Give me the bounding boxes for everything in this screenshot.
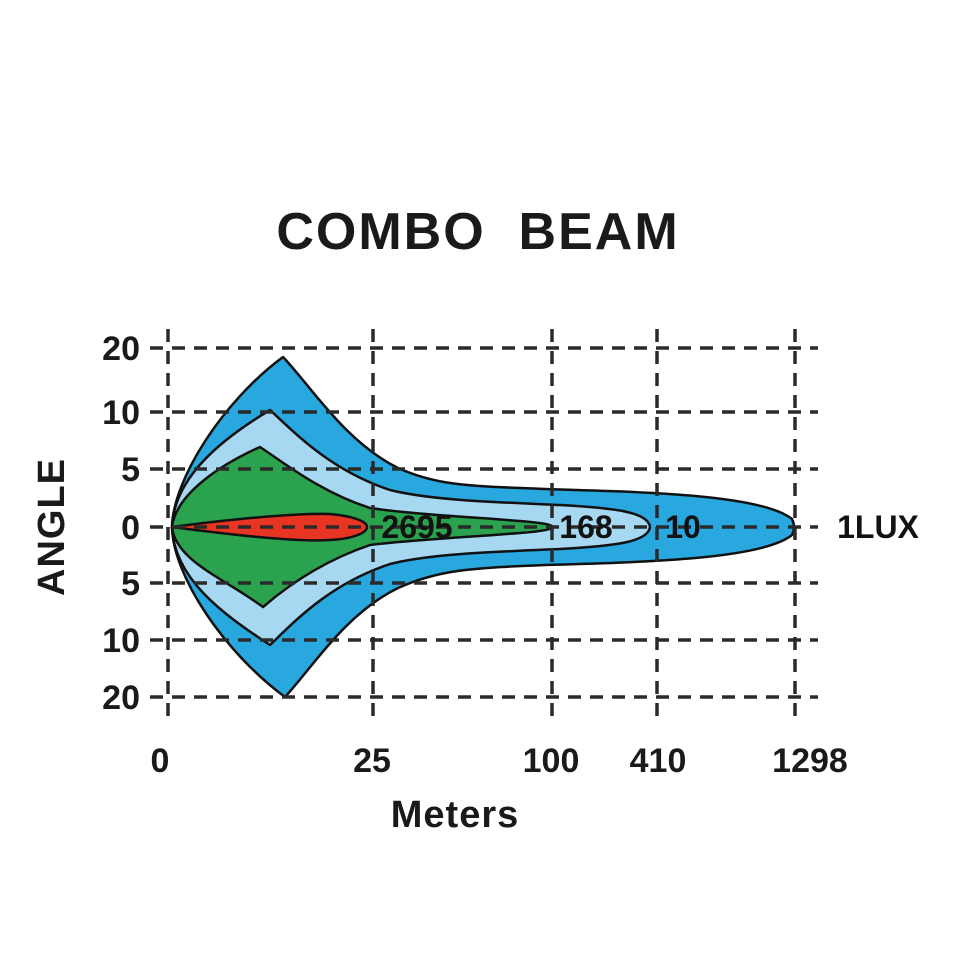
y-tick-10-top: 10: [102, 394, 140, 432]
y-tick-5-bottom: 5: [121, 565, 140, 603]
label-2695lux: 2695: [381, 509, 452, 545]
x-tick-100: 100: [523, 742, 580, 780]
chart-title: COMBO BEAM: [276, 203, 680, 261]
y-axis-label: ANGLE: [31, 458, 73, 596]
x-tick-410: 410: [630, 742, 687, 780]
x-tick-0: 0: [151, 742, 170, 780]
x-axis-ticks: 0 25 100 410 1298: [151, 742, 848, 780]
x-axis-label: Meters: [391, 794, 520, 836]
grid: [150, 329, 818, 718]
label-10lux: 10: [665, 509, 701, 545]
y-tick-20-bottom: 20: [102, 679, 140, 717]
label-1lux: 1LUX: [837, 509, 919, 545]
y-tick-5-top: 5: [121, 451, 140, 489]
y-tick-0: 0: [121, 509, 140, 547]
y-tick-10-bottom: 10: [102, 622, 140, 660]
isolux-value-labels: 2695 168 10 1LUX: [381, 509, 919, 545]
label-168lux: 168: [559, 509, 612, 545]
y-tick-20-top: 20: [102, 330, 140, 368]
x-tick-25: 25: [353, 742, 391, 780]
y-axis-ticks: 20 10 5 0 5 10 20: [102, 330, 140, 717]
x-tick-1298: 1298: [772, 742, 848, 780]
